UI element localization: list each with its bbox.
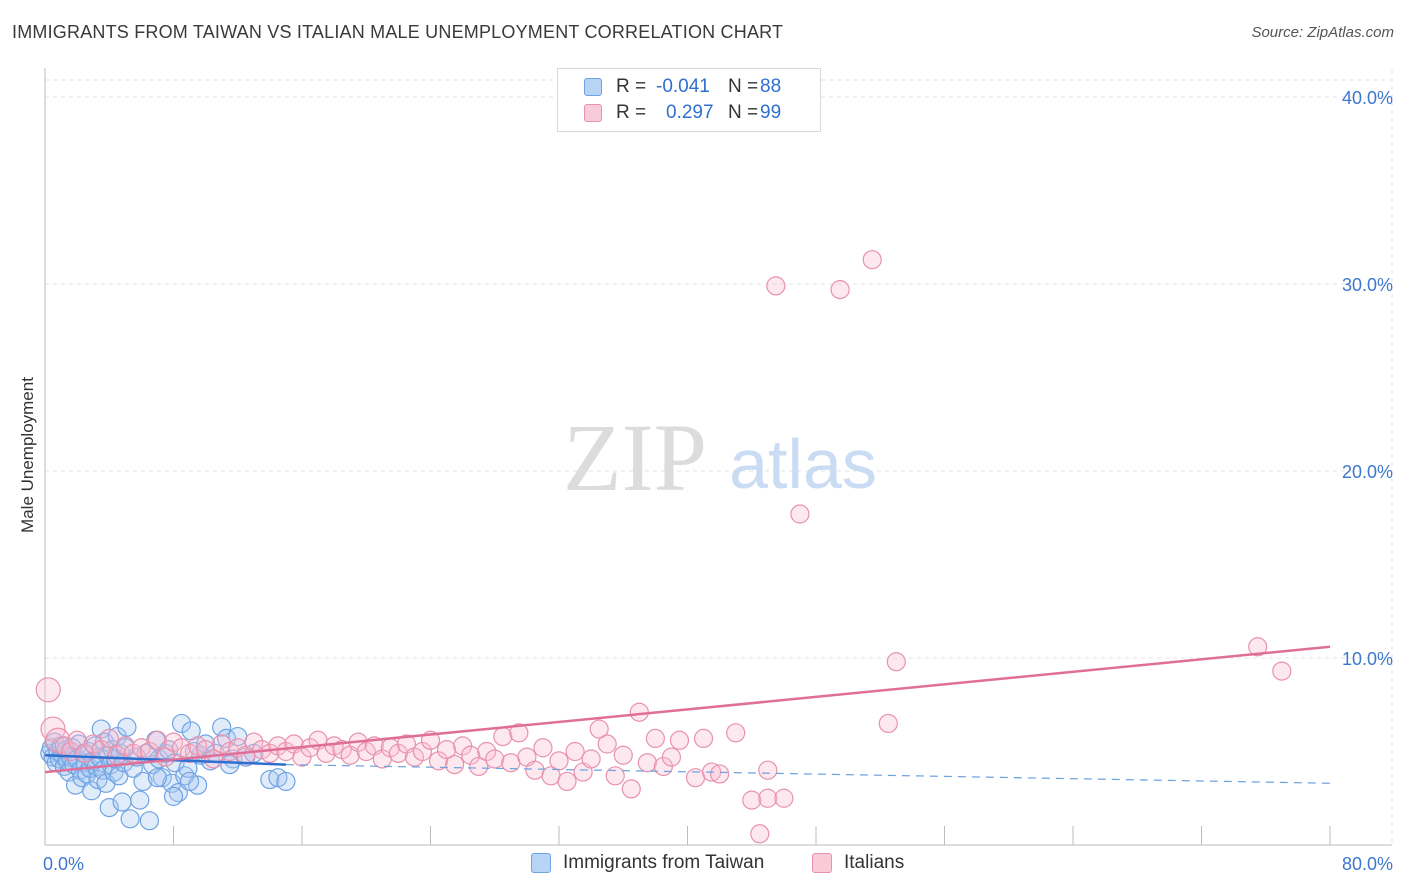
legend-n-value: 99 (760, 102, 782, 123)
trend-line-italians (44, 645, 1331, 774)
legend-swatch-pink (584, 104, 602, 122)
x-tick-label: 0.0% (43, 854, 84, 874)
trend-line-taiwan-extension (285, 763, 1331, 784)
chart-title: IMMIGRANTS FROM TAIWAN VS ITALIAN MALE U… (12, 22, 784, 42)
y-tick-label: 20.0% (1342, 462, 1393, 482)
legend-n-label: N = (728, 76, 759, 97)
axes (44, 68, 1392, 846)
point-italians (726, 723, 746, 743)
point-taiwan (147, 768, 168, 788)
point-taiwan (120, 809, 140, 829)
point-italians (493, 726, 513, 747)
point-taiwan (212, 717, 232, 737)
point-taiwan (112, 792, 132, 812)
point-italians (661, 747, 682, 767)
legend-n-value: 88 (760, 76, 782, 97)
point-taiwan (276, 771, 296, 792)
point-italians (557, 771, 577, 792)
point-italians (444, 754, 465, 775)
point-italians (35, 677, 61, 703)
point-italians (1248, 637, 1268, 657)
legend-swatch-blue (531, 853, 551, 873)
legend-n-label: N = (728, 102, 759, 123)
point-italians (613, 745, 633, 765)
point-italians (509, 723, 529, 743)
point-taiwan (260, 769, 280, 790)
point-italians (597, 734, 617, 754)
point-italians (469, 756, 489, 777)
point-taiwan (130, 790, 150, 810)
y-tick-label: 10.0% (1342, 649, 1393, 669)
point-italians (589, 719, 609, 739)
legend-r-value: 0.297 (666, 102, 714, 123)
point-italians (212, 734, 232, 754)
point-italians (830, 280, 850, 300)
data-points (35, 250, 1292, 844)
point-italians (629, 702, 649, 722)
point-italians (436, 740, 457, 760)
point-italians (461, 745, 481, 765)
point-italians (758, 788, 778, 808)
point-italians (549, 751, 569, 771)
point-italians (99, 728, 119, 749)
point-taiwan (179, 771, 200, 792)
point-italians (750, 824, 770, 844)
point-italians (533, 738, 553, 758)
point-taiwan (163, 786, 184, 806)
point-italians (477, 741, 497, 762)
point-italians (645, 728, 665, 749)
point-italians (886, 652, 906, 672)
tick-labels: 10.0% 20.0% 30.0% 40.0% 0.0% 80.0% (43, 88, 1393, 874)
point-italians (710, 764, 730, 784)
legend-r-value: -0.041 (656, 76, 710, 97)
point-italians (693, 728, 714, 749)
point-taiwan (139, 811, 160, 831)
point-italians (862, 250, 882, 270)
legend-item-label: Italians (844, 852, 905, 873)
point-italians (878, 713, 898, 734)
point-italians (115, 736, 135, 756)
watermark-atlas: atlas (729, 425, 877, 503)
point-italians (581, 749, 601, 769)
legend-swatch-blue (584, 78, 602, 96)
point-italians (621, 779, 641, 799)
legend-item-taiwan[interactable]: Immigrants from Taiwan (531, 852, 764, 874)
point-italians (774, 788, 794, 808)
point-italians (669, 730, 690, 750)
point-italians (485, 749, 505, 769)
legend-series: Immigrants from Taiwan Italians (0, 852, 1406, 878)
point-taiwan (117, 717, 137, 737)
legend-r-label: R = (616, 102, 647, 123)
point-italians (565, 741, 585, 762)
watermark-zip: ZIP (563, 404, 707, 511)
x-tick-label: 80.0% (1342, 854, 1393, 874)
point-italians (766, 276, 786, 296)
point-taiwan (171, 713, 192, 734)
legend-item-italians[interactable]: Italians (812, 852, 904, 874)
y-tick-label: 40.0% (1342, 88, 1393, 108)
legend-swatch-pink (812, 853, 832, 873)
point-italians (412, 741, 433, 762)
point-italians (147, 730, 168, 750)
point-italians (637, 753, 657, 773)
legend-row-italians: R = 0.297 N = 99 (558, 101, 781, 125)
legend-r-label: R = (616, 76, 647, 97)
source-label: Source: ZipAtlas.com (1251, 24, 1394, 41)
legend-stats: R = -0.041 N = 88 R = 0.297 N = 99 (557, 68, 821, 132)
point-italians (790, 504, 810, 524)
point-taiwan (133, 771, 153, 792)
point-taiwan (152, 768, 172, 788)
point-italians (742, 790, 762, 810)
point-italians (605, 766, 625, 786)
grid-lines (45, 70, 1393, 845)
point-italians (525, 760, 545, 780)
point-italians (1272, 661, 1292, 681)
point-italians (758, 760, 778, 780)
trend-lines (44, 645, 1331, 784)
point-italians (428, 751, 449, 771)
legend-item-label: Immigrants from Taiwan (563, 852, 765, 873)
y-tick-label: 30.0% (1342, 275, 1393, 295)
legend-row-taiwan: R = -0.041 N = 88 (558, 75, 781, 99)
